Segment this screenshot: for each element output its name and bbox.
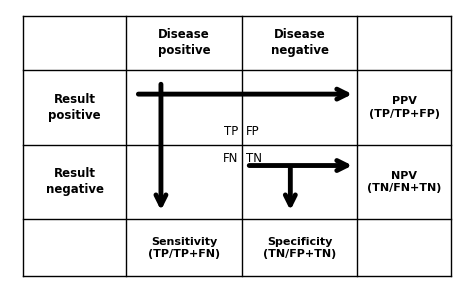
Text: Result
negative: Result negative: [46, 167, 103, 197]
Text: TN: TN: [246, 152, 262, 165]
Text: Result
positive: Result positive: [48, 93, 101, 122]
Text: PPV
(TP/TP+FP): PPV (TP/TP+FP): [369, 96, 440, 119]
Text: Specificity
(TN/FP+TN): Specificity (TN/FP+TN): [263, 237, 336, 259]
Text: Disease
positive: Disease positive: [158, 28, 210, 58]
Text: NPV
(TN/FN+TN): NPV (TN/FN+TN): [367, 171, 441, 193]
Text: FP: FP: [246, 125, 259, 138]
Text: FN: FN: [223, 152, 238, 165]
Text: Sensitivity
(TP/TP+FN): Sensitivity (TP/TP+FN): [148, 237, 220, 259]
Text: TP: TP: [224, 125, 238, 138]
Text: Disease
negative: Disease negative: [271, 28, 328, 58]
